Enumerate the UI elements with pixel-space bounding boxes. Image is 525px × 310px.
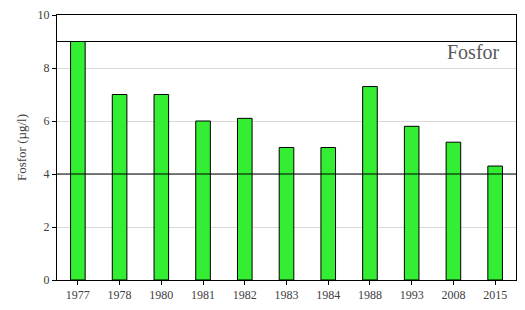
- svg-text:4: 4: [44, 167, 50, 181]
- svg-text:6: 6: [44, 114, 50, 128]
- svg-text:2: 2: [44, 220, 50, 234]
- svg-text:1983: 1983: [275, 288, 299, 302]
- svg-text:0: 0: [44, 273, 50, 287]
- svg-text:1993: 1993: [400, 288, 424, 302]
- svg-text:2015: 2015: [483, 288, 507, 302]
- svg-text:1982: 1982: [233, 288, 257, 302]
- svg-text:Fosfor: Fosfor: [447, 41, 500, 63]
- svg-text:1977: 1977: [66, 288, 90, 302]
- svg-text:1988: 1988: [358, 288, 382, 302]
- svg-text:8: 8: [44, 61, 50, 75]
- svg-text:10: 10: [38, 8, 50, 22]
- svg-text:1978: 1978: [108, 288, 132, 302]
- svg-text:1984: 1984: [316, 288, 340, 302]
- svg-text:Fosfor (µg/l): Fosfor (µg/l): [14, 114, 29, 181]
- svg-text:1981: 1981: [191, 288, 215, 302]
- svg-text:1980: 1980: [149, 288, 173, 302]
- svg-text:2008: 2008: [441, 288, 465, 302]
